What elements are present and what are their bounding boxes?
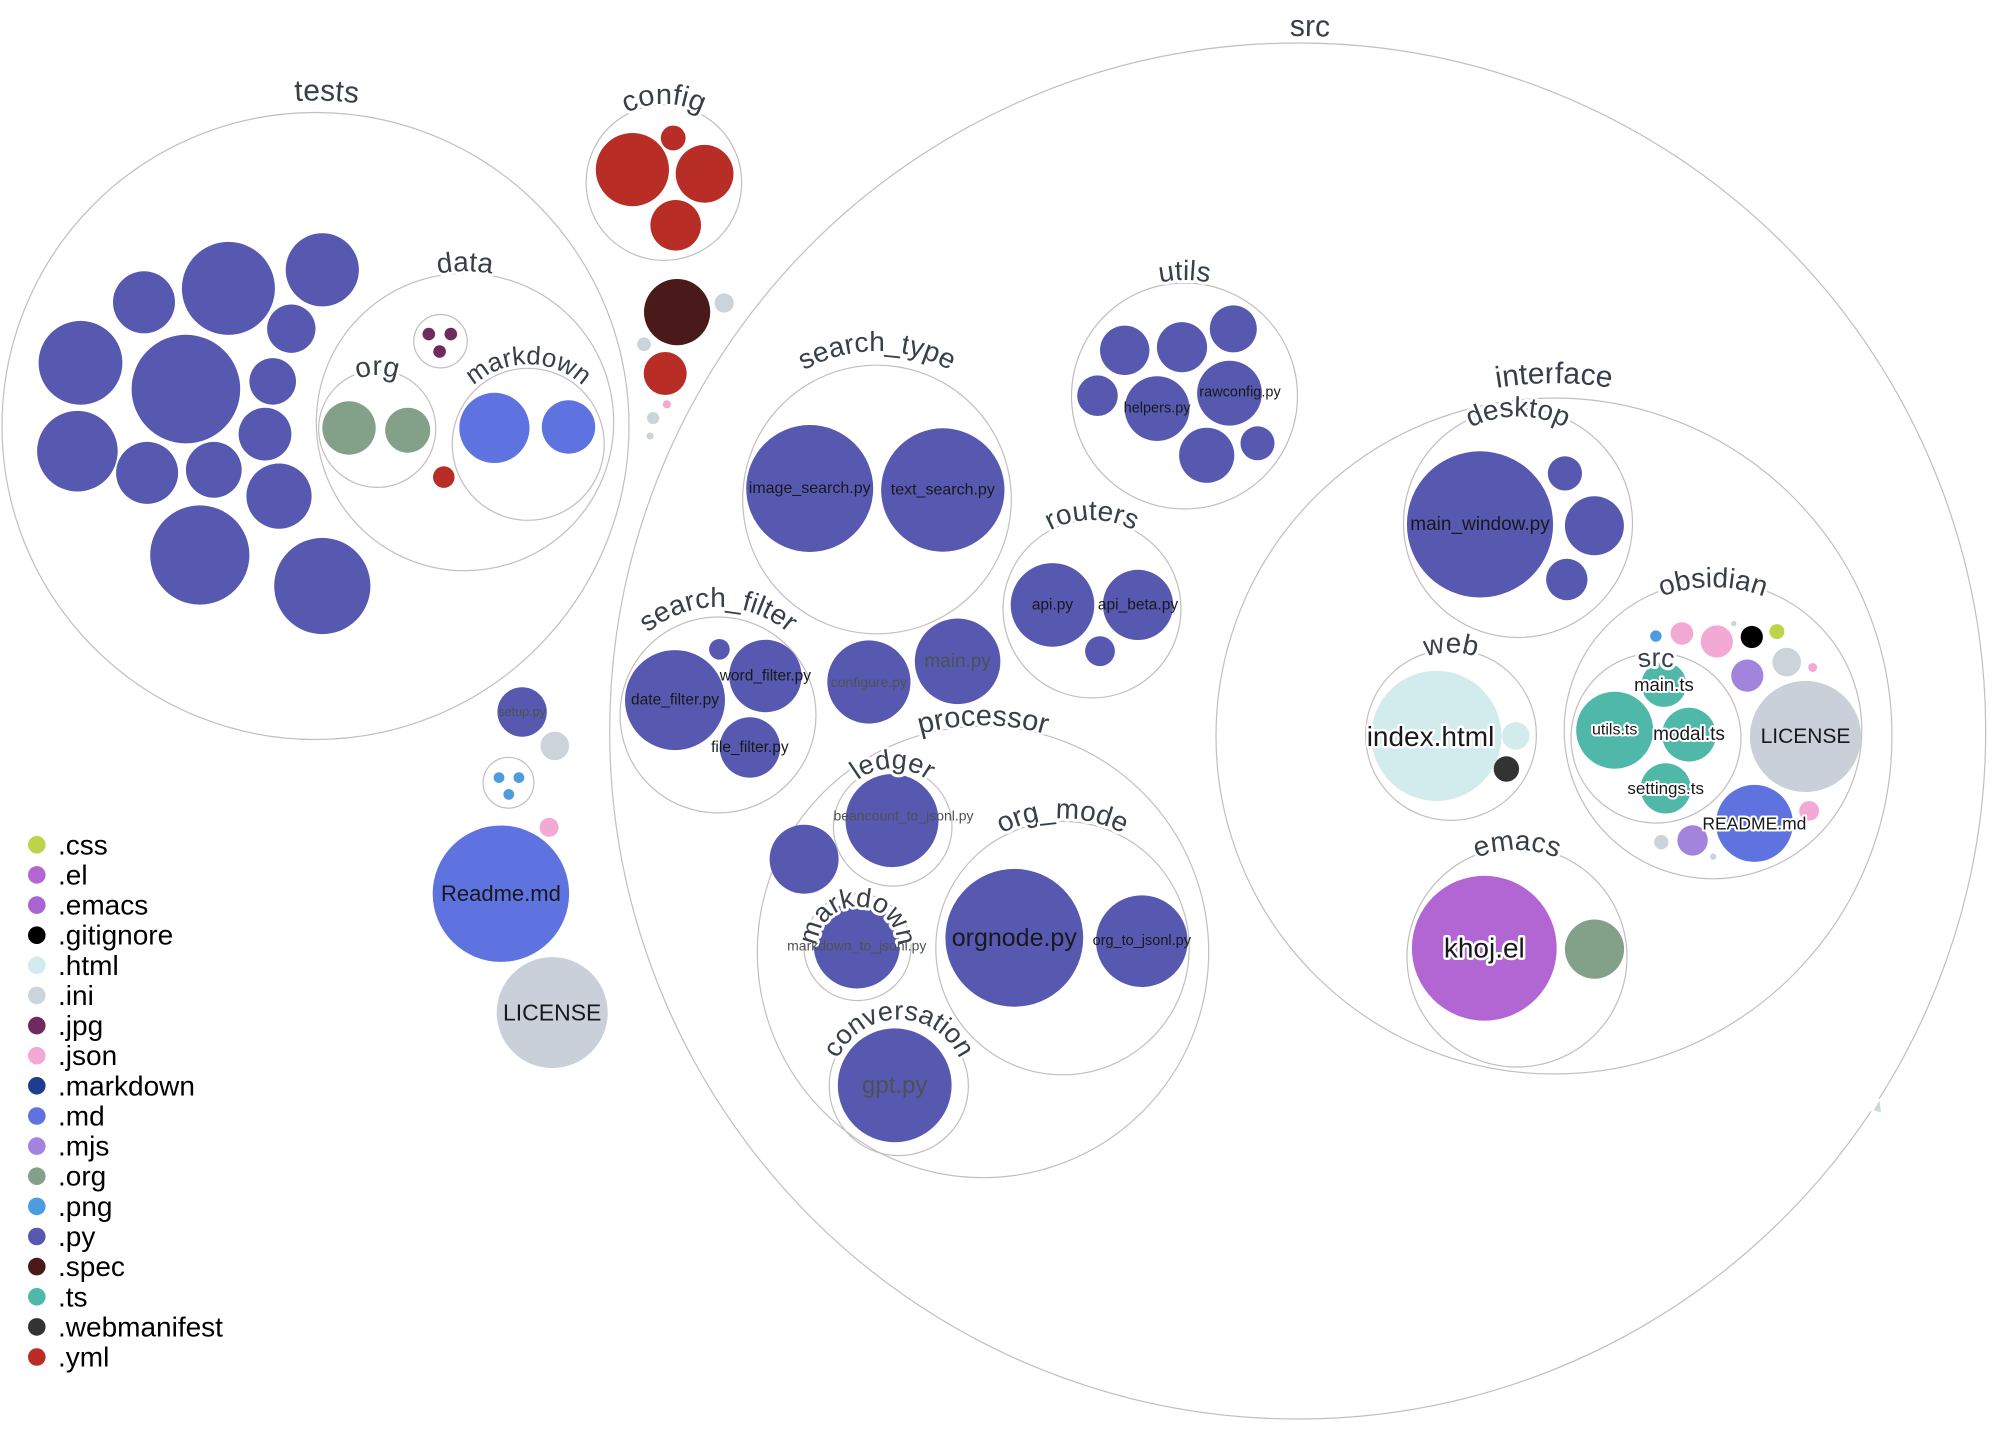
svg-text:README.md: README.md <box>1702 813 1806 833</box>
svg-text:org_mode: org_mode <box>991 793 1133 839</box>
svg-text:interface: interface <box>1493 357 1615 395</box>
svg-text:obsidian: obsidian <box>1654 562 1771 602</box>
svg-text:modal.ts: modal.ts <box>1653 724 1725 745</box>
svg-text:web: web <box>1420 627 1482 662</box>
svg-text:.webmanifest: .webmanifest <box>58 1311 223 1342</box>
svg-text:.json: .json <box>58 1040 117 1071</box>
svg-text:text_search.py: text_search.py <box>891 482 995 499</box>
svg-text:beancount_to_jsonl.py: beancount_to_jsonl.py <box>833 808 973 824</box>
svg-text:processor: processor <box>914 700 1053 741</box>
svg-text:LICENSE: LICENSE <box>503 1000 601 1026</box>
svg-text:image_search.py: image_search.py <box>749 480 871 497</box>
svg-text:.org: .org <box>58 1161 106 1192</box>
svg-text:src: src <box>1289 10 1330 44</box>
svg-text:org_to_jsonl.py: org_to_jsonl.py <box>1093 933 1192 949</box>
svg-text:helpers.py: helpers.py <box>1124 401 1192 417</box>
svg-text:markdown: markdown <box>459 340 597 390</box>
svg-text:.spec: .spec <box>58 1251 125 1282</box>
svg-text:.png: .png <box>58 1191 113 1222</box>
svg-text:emacs: emacs <box>1469 825 1565 864</box>
svg-text:settings.ts: settings.ts <box>1627 779 1704 798</box>
svg-text:tests: tests <box>292 74 360 111</box>
svg-text:main_window.py: main_window.py <box>1410 514 1550 535</box>
svg-text:utils: utils <box>1156 255 1213 288</box>
svg-text:.html: .html <box>58 950 119 981</box>
svg-text:.mjs: .mjs <box>58 1131 109 1162</box>
svg-text:index.html: index.html <box>1367 721 1495 752</box>
svg-text:.md: .md <box>58 1101 105 1132</box>
svg-text:api_beta.py: api_beta.py <box>1098 596 1178 613</box>
svg-text:.py: .py <box>58 1221 95 1252</box>
svg-text:org: org <box>352 350 403 384</box>
svg-text:word_filter.py: word_filter.py <box>719 668 812 685</box>
svg-text:configure.py: configure.py <box>831 674 907 690</box>
svg-text:utils.ts: utils.ts <box>1592 722 1637 739</box>
svg-text:data: data <box>435 246 496 279</box>
svg-text:.css: .css <box>58 829 108 860</box>
svg-text:src: src <box>1635 642 1677 674</box>
svg-text:main.ts: main.ts <box>1634 674 1694 695</box>
svg-text:Readme.md: Readme.md <box>441 881 561 906</box>
svg-text:.el: .el <box>58 859 88 890</box>
svg-text:khoj.el: khoj.el <box>1444 933 1525 964</box>
svg-text:orgnode.py: orgnode.py <box>952 924 1078 952</box>
svg-text:setup.py: setup.py <box>498 705 546 719</box>
svg-text:LICENSE: LICENSE <box>1761 725 1851 748</box>
svg-text:search_type: search_type <box>793 326 962 375</box>
svg-text:.yml: .yml <box>58 1342 109 1373</box>
svg-text:file_filter.py: file_filter.py <box>711 739 789 756</box>
svg-text:date_filter.py: date_filter.py <box>631 692 719 709</box>
svg-text:.markdown: .markdown <box>58 1070 195 1101</box>
svg-text:main.py: main.py <box>924 651 991 672</box>
svg-text:rawconfig.py: rawconfig.py <box>1199 385 1281 401</box>
svg-text:.jpg: .jpg <box>58 1010 103 1041</box>
svg-text:.ts: .ts <box>58 1281 88 1312</box>
svg-text:.gitignore: .gitignore <box>58 920 173 951</box>
svg-text:.ini: .ini <box>58 980 94 1011</box>
svg-text:routers: routers <box>1039 495 1143 536</box>
svg-text:api.py: api.py <box>1032 596 1074 613</box>
svg-text:markdown_to_jsonl.py: markdown_to_jsonl.py <box>787 937 926 953</box>
svg-text:config: config <box>617 79 711 119</box>
svg-text:.emacs: .emacs <box>58 890 148 921</box>
svg-text:gpt.py: gpt.py <box>862 1072 927 1099</box>
